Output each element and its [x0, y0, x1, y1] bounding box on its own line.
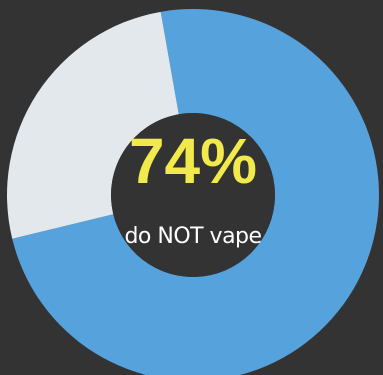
donut-hole [111, 113, 275, 277]
slices [6, 9, 379, 375]
slice [12, 9, 379, 375]
slice [6, 11, 179, 239]
center-value: 74% [129, 125, 257, 197]
center-caption: do NOT vape [124, 224, 261, 249]
